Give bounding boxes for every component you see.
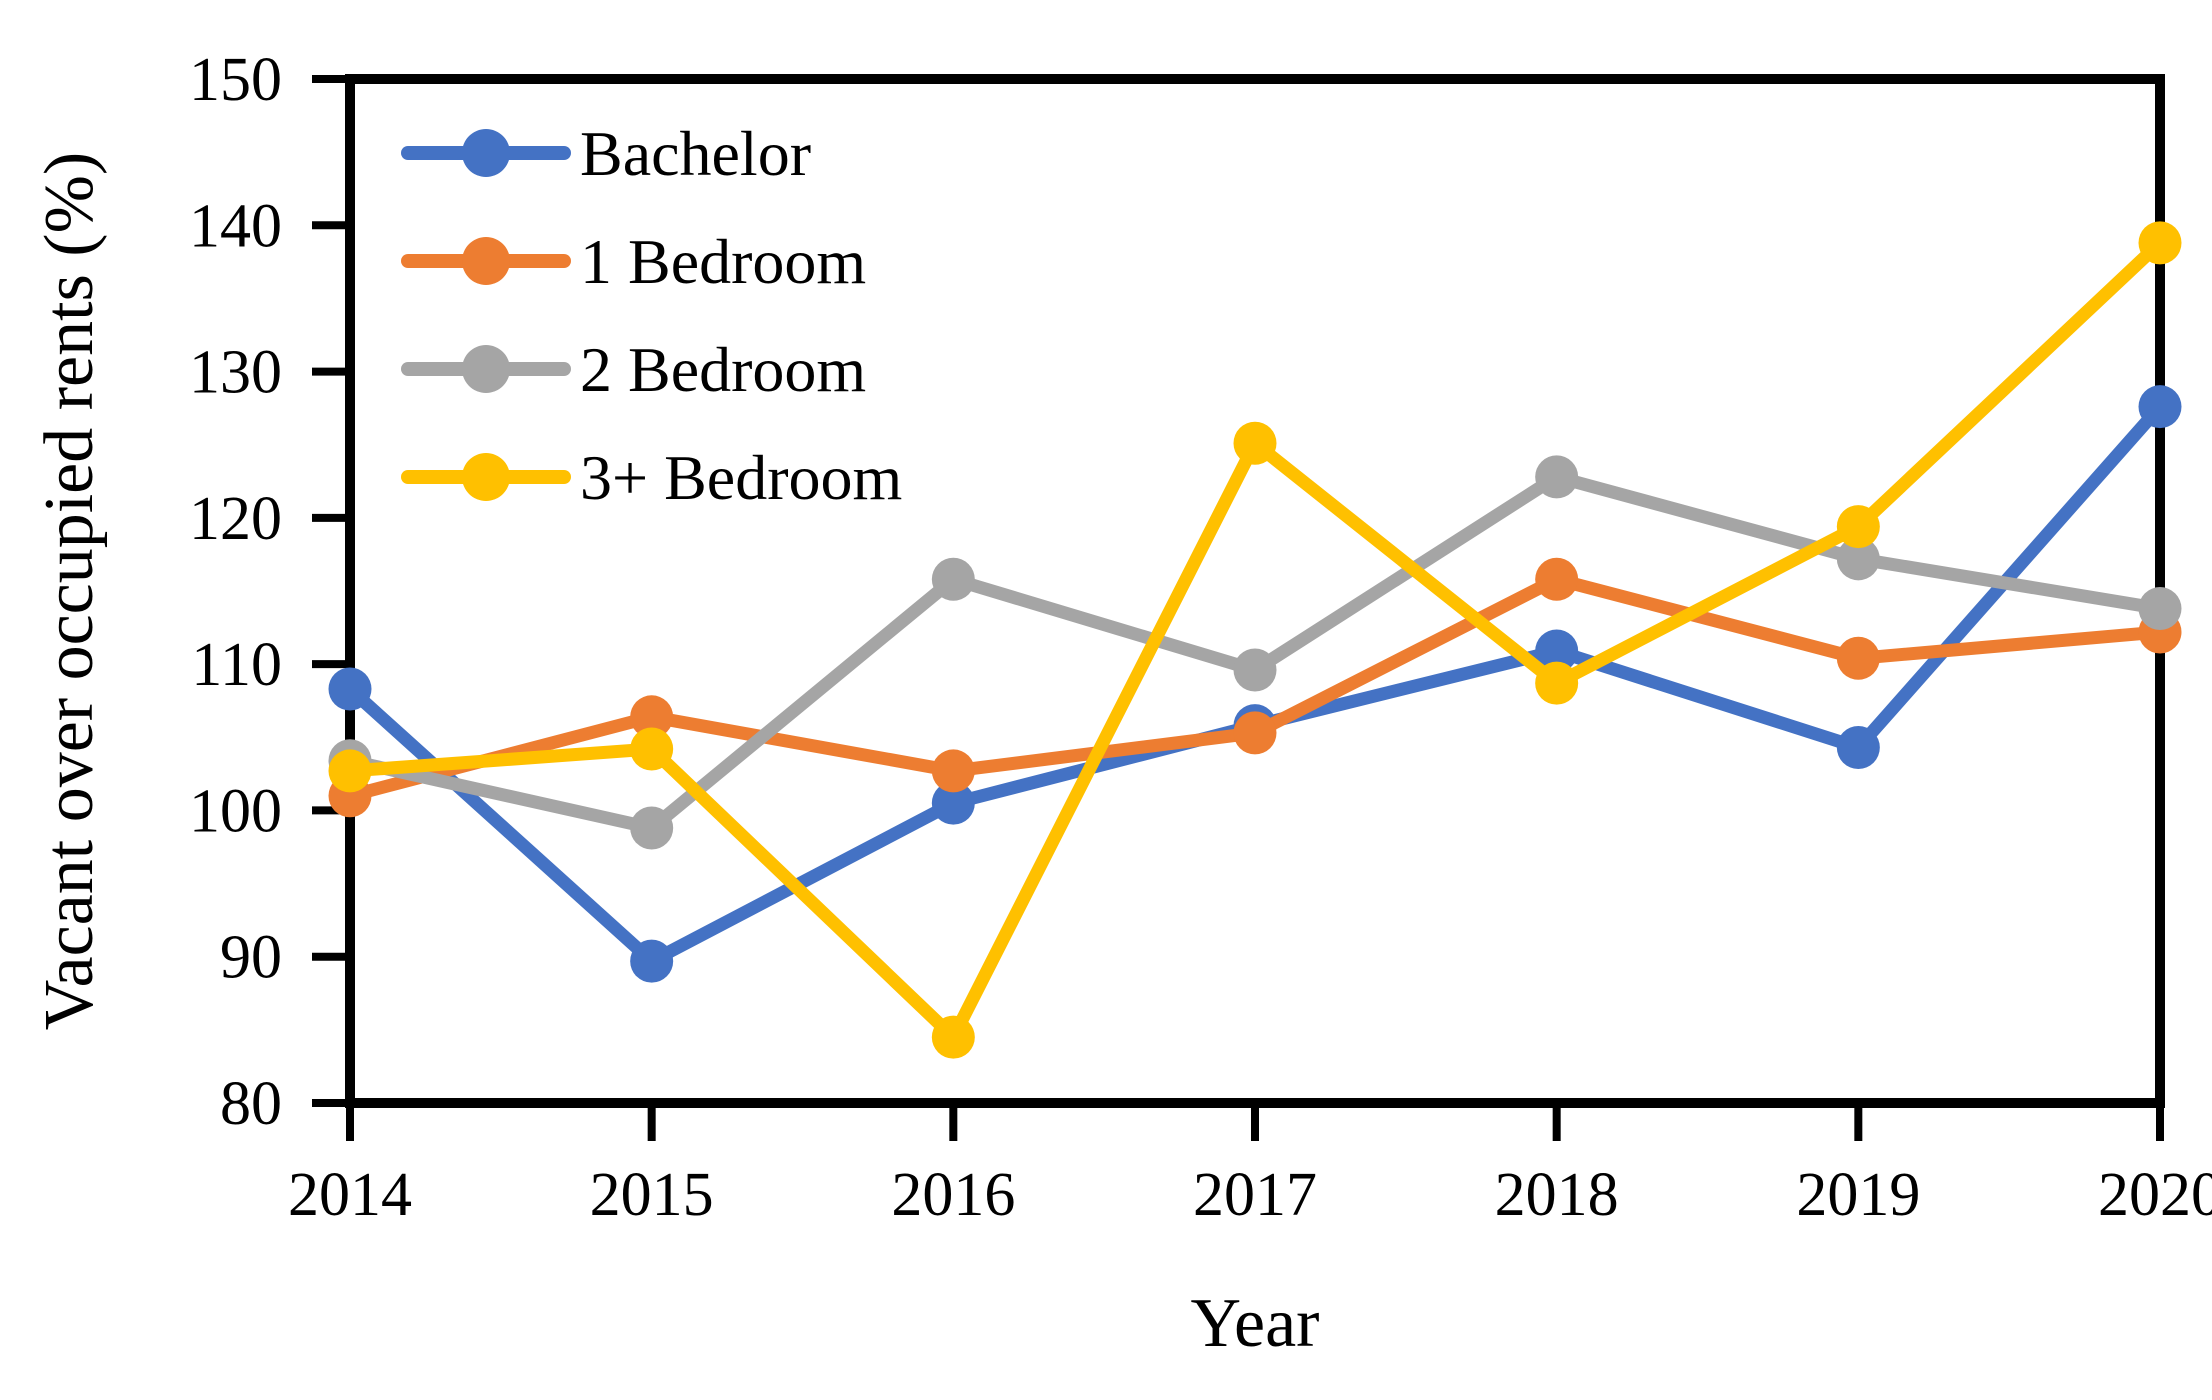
data-point-bachelor-2016	[931, 781, 975, 825]
legend-swatch-dot	[462, 129, 510, 177]
legend-label: 1 Bedroom	[580, 226, 866, 297]
y-axis-title: Vacant over occupied rents (%)	[40, 152, 108, 1031]
line-chart-figure: 80 90 100 110 120 130 140 150 2014 2015 2016 2017 20…	[40, 16, 2212, 1384]
legend-item-1-bedroom: 1 Bedroom	[401, 226, 866, 297]
y-tick-label: 150	[189, 46, 282, 114]
y-tick-label: 80	[220, 1070, 282, 1138]
legend: Bachelor 1 Bedroom 2 Bedroom 3+ Bedroom	[401, 118, 902, 513]
y-tick-label: 100	[189, 777, 282, 845]
legend-swatch-dot	[462, 237, 510, 285]
x-tick-label: 2014	[288, 1161, 412, 1229]
y-tick-label: 120	[189, 485, 282, 553]
x-tick-label: 2015	[590, 1161, 714, 1229]
data-point-3-bedroom-2016	[931, 1015, 975, 1059]
plot-layer: 80 90 100 110 120 130 140 150 2014 2015 2016 2017 20…	[189, 46, 2212, 1229]
x-tick-label: 2019	[1796, 1161, 1920, 1229]
data-point-2-bedroom-2016	[931, 557, 975, 601]
legend-item-2-bedroom: 2 Bedroom	[401, 334, 866, 405]
legend-item-bachelor: Bachelor	[401, 118, 811, 189]
legend-item-3-bedroom: 3+ Bedroom	[401, 442, 902, 513]
plot-border	[345, 74, 2165, 1108]
y-tick-label: 90	[220, 924, 282, 992]
y-tick-label: 140	[189, 192, 282, 260]
data-point-1-bedroom-2018	[1535, 557, 1579, 601]
data-point-1-bedroom-2019	[1836, 636, 1880, 680]
data-point-2-bedroom-2020	[2138, 587, 2182, 631]
legend-label: 2 Bedroom	[580, 334, 866, 405]
data-point-bachelor-2015	[630, 939, 674, 983]
data-point-3-bedroom-2018	[1535, 661, 1579, 705]
data-point-3-bedroom-2014	[328, 749, 372, 793]
x-tick-label: 2017	[1193, 1161, 1317, 1229]
legend-swatch-dot	[462, 345, 510, 393]
x-tick-label: 2018	[1495, 1161, 1619, 1229]
data-point-2-bedroom-2015	[630, 806, 674, 850]
chart-canvas: 80 90 100 110 120 130 140 150 2014 2015 2016 2017 20…	[40, 46, 2212, 1362]
data-point-1-bedroom-2017	[1233, 711, 1277, 755]
data-point-2-bedroom-2017	[1233, 648, 1277, 692]
legend-label: 3+ Bedroom	[580, 442, 902, 513]
y-tick-label: 110	[191, 631, 282, 699]
legend-label: Bachelor	[580, 118, 811, 189]
x-tick-label: 2020	[2098, 1161, 2212, 1229]
data-point-1-bedroom-2015	[630, 695, 674, 739]
data-point-bachelor-2014	[328, 667, 372, 711]
data-point-3-bedroom-2019	[1836, 505, 1880, 549]
data-point-2-bedroom-2018	[1535, 455, 1579, 499]
y-tick-label: 130	[189, 339, 282, 407]
data-point-3-bedroom-2017	[1233, 421, 1277, 465]
x-tick-label: 2016	[891, 1161, 1015, 1229]
data-point-3-bedroom-2020	[2138, 221, 2182, 265]
data-point-3-bedroom-2015	[630, 727, 674, 771]
data-point-bachelor-2019	[1836, 726, 1880, 770]
x-axis-title: Year	[1191, 1285, 1320, 1362]
data-point-bachelor-2018	[1535, 629, 1579, 673]
data-point-bachelor-2020	[2138, 385, 2182, 429]
data-point-2-bedroom-2019	[1836, 537, 1880, 581]
legend-swatch-dot	[462, 453, 510, 501]
data-point-1-bedroom-2016	[931, 749, 975, 793]
